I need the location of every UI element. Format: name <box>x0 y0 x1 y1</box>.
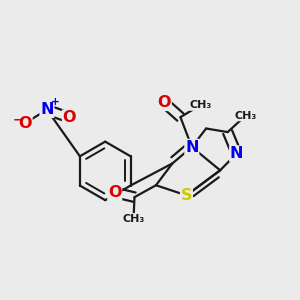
Text: O: O <box>18 116 32 130</box>
Text: N: N <box>185 140 199 154</box>
Text: CH₃: CH₃ <box>189 100 211 110</box>
Text: +: + <box>51 97 60 107</box>
Text: S: S <box>181 188 192 203</box>
Text: O: O <box>158 95 171 110</box>
Text: N: N <box>40 102 54 117</box>
Text: CH₃: CH₃ <box>234 111 257 121</box>
Text: −: − <box>13 113 23 126</box>
Text: CH₃: CH₃ <box>122 214 145 224</box>
Text: N: N <box>230 146 243 161</box>
Text: O: O <box>108 185 122 200</box>
Text: O: O <box>63 110 76 125</box>
